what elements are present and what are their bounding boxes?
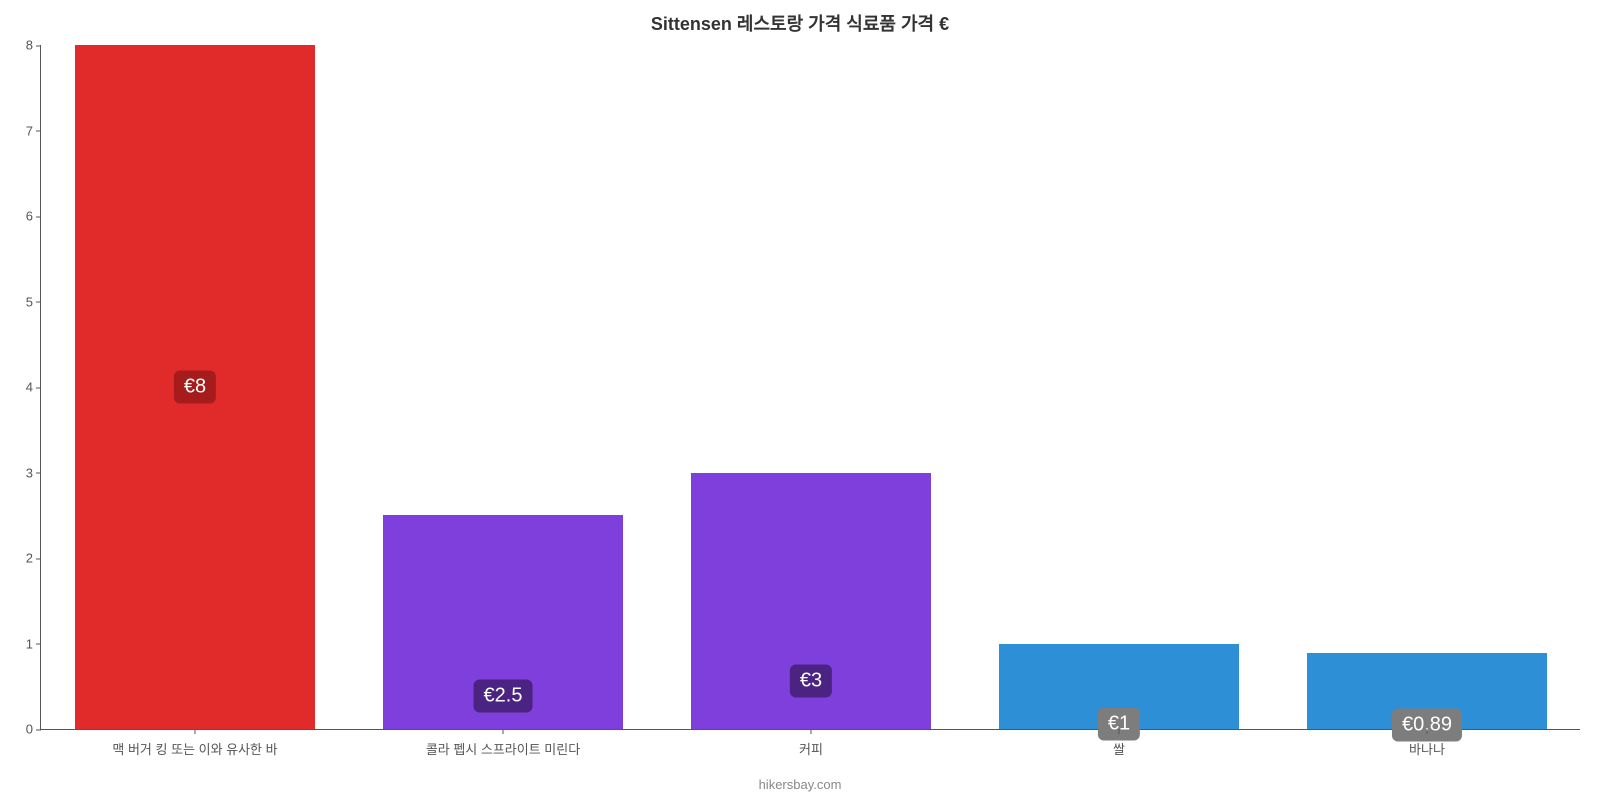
bar: €0.89 xyxy=(1307,653,1547,729)
x-tick xyxy=(195,729,196,734)
y-tick: 8 xyxy=(26,38,41,53)
source-label: hikersbay.com xyxy=(0,777,1600,792)
bar-value-label: €1 xyxy=(1098,707,1140,740)
x-label: 쌀 xyxy=(1113,739,1125,758)
x-label: 콜라 펩시 스프라이트 미린다 xyxy=(426,739,580,758)
x-label: 커피 xyxy=(799,739,823,758)
bar: €3 xyxy=(691,473,931,730)
bar: €8 xyxy=(75,45,315,729)
y-tick: 2 xyxy=(26,551,41,566)
bar: €1 xyxy=(999,644,1239,730)
bar: €2.5 xyxy=(383,515,623,729)
x-tick xyxy=(811,729,812,734)
x-tick xyxy=(1119,729,1120,734)
bar-value-label: €8 xyxy=(174,371,216,404)
y-tick: 0 xyxy=(26,722,41,737)
plot-area: 012345678€8맥 버거 킹 또는 이와 유사한 바€2.5콜라 펩시 스… xyxy=(40,45,1580,730)
x-label: 바나나 xyxy=(1409,739,1445,758)
bar-value-label: €0.89 xyxy=(1392,708,1462,741)
x-label: 맥 버거 킹 또는 이와 유사한 바 xyxy=(112,739,277,758)
y-tick: 6 xyxy=(26,209,41,224)
bar-value-label: €3 xyxy=(790,664,832,697)
x-tick xyxy=(1427,729,1428,734)
x-tick xyxy=(503,729,504,734)
y-tick: 7 xyxy=(26,123,41,138)
bar-value-label: €2.5 xyxy=(474,679,533,712)
y-tick: 1 xyxy=(26,636,41,651)
y-tick: 4 xyxy=(26,380,41,395)
chart-title: Sittensen 레스토랑 가격 식료품 가격 € xyxy=(0,10,1600,36)
y-tick: 5 xyxy=(26,294,41,309)
chart-container: Sittensen 레스토랑 가격 식료품 가격 € 012345678€8맥 … xyxy=(0,0,1600,800)
y-tick: 3 xyxy=(26,465,41,480)
